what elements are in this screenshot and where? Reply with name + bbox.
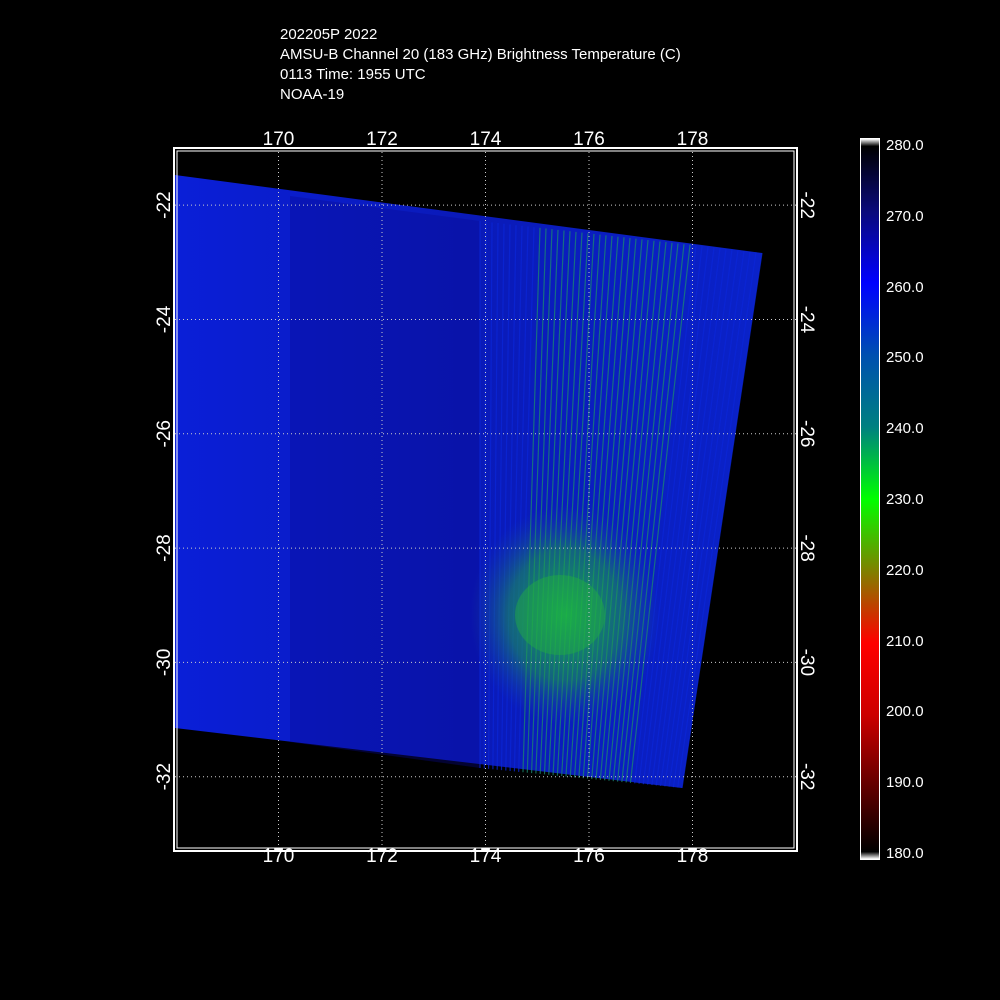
- lon-tick-label-bottom: 178: [677, 846, 709, 867]
- lon-tick-label-top: 176: [573, 129, 605, 150]
- colorbar-tick-label: 240.0: [886, 420, 924, 438]
- scan-line: [651, 248, 721, 786]
- scan-line: [681, 252, 763, 789]
- colorbar-tick-label: 260.0: [886, 278, 924, 296]
- lon-tick-label-bottom: 170: [263, 846, 295, 867]
- lat-tick-label-left: -26: [154, 420, 175, 447]
- product-title-text: AMSU-B Channel 20 (183 GHz) Brightness T…: [280, 46, 681, 63]
- scan-line: [634, 245, 697, 784]
- scan-line: [659, 249, 733, 786]
- axis-tick-labels: 170 170 172 172 174 174 176 176 178 178 -22 -22 -24 -…: [154, 129, 817, 867]
- swath-layer: [175, 175, 763, 789]
- scan-line: [638, 246, 703, 784]
- lat-tick-label-right: -30: [796, 649, 817, 676]
- colorbar-tick-label: 230.0: [886, 491, 924, 508]
- colorbar-tick-label: 210.0: [886, 632, 924, 650]
- colorbar-tick-label: 220.0: [886, 561, 924, 579]
- colorbar-tick-label: 250.0: [886, 349, 924, 367]
- colorbar-tick-label: 200.0: [886, 703, 924, 721]
- lat-tick-label-right: -32: [796, 763, 817, 790]
- lat-tick-label-right: -24: [796, 306, 817, 334]
- lat-tick-label-left: -24: [154, 305, 175, 333]
- lon-tick-label-top: 172: [366, 129, 398, 150]
- lon-tick-label-bottom: 172: [366, 846, 398, 867]
- colorbar-tick-label: 180.0: [886, 845, 924, 862]
- map-frame: [173, 147, 798, 852]
- map-inner-frame: [176, 150, 795, 849]
- cold-cloud-region: [470, 505, 660, 725]
- lat-tick-label-left: -28: [154, 534, 175, 561]
- cold-cloud-core: [515, 575, 605, 655]
- colorbar-tick-label: 280.0: [886, 137, 924, 154]
- scan-line: [625, 244, 685, 783]
- satellite-text: NOAA-19: [280, 86, 345, 103]
- lat-tick-label-right: -26: [796, 420, 817, 447]
- scan-line: [642, 246, 709, 785]
- scan-line: [647, 247, 715, 785]
- lon-tick-label-top: 178: [677, 129, 709, 150]
- colorbar: [860, 138, 880, 860]
- lon-tick-label-bottom: 174: [470, 846, 502, 867]
- lon-tick-label-top: 174: [470, 129, 502, 150]
- lon-tick-label-bottom: 176: [573, 846, 605, 867]
- figure-header: 202205P 2022 AMSU-B Channel 20 (183 GHz)…: [280, 25, 681, 105]
- lat-tick-label-left: -30: [154, 649, 175, 676]
- scan-line: [655, 248, 727, 786]
- colorbar-tick-label: 190.0: [886, 774, 924, 792]
- lon-tick-label-top: 170: [263, 129, 295, 150]
- scan-line: [664, 250, 739, 787]
- swath-dark-band: [290, 196, 480, 768]
- lat-tick-label-left: -32: [154, 763, 175, 790]
- lat-tick-label-right: -22: [796, 191, 817, 218]
- colorbar-tick-label: 270.0: [886, 207, 924, 225]
- scan-line: [672, 251, 751, 788]
- scan-line: [677, 252, 757, 788]
- storm-id-text: 202205P 2022: [280, 26, 378, 43]
- lat-tick-label-left: -22: [154, 191, 175, 218]
- time-text: 0113 Time: 1955 UTC: [280, 66, 426, 83]
- lat-tick-label-right: -28: [796, 534, 817, 561]
- scan-line: [668, 250, 745, 787]
- scan-line: [629, 244, 691, 783]
